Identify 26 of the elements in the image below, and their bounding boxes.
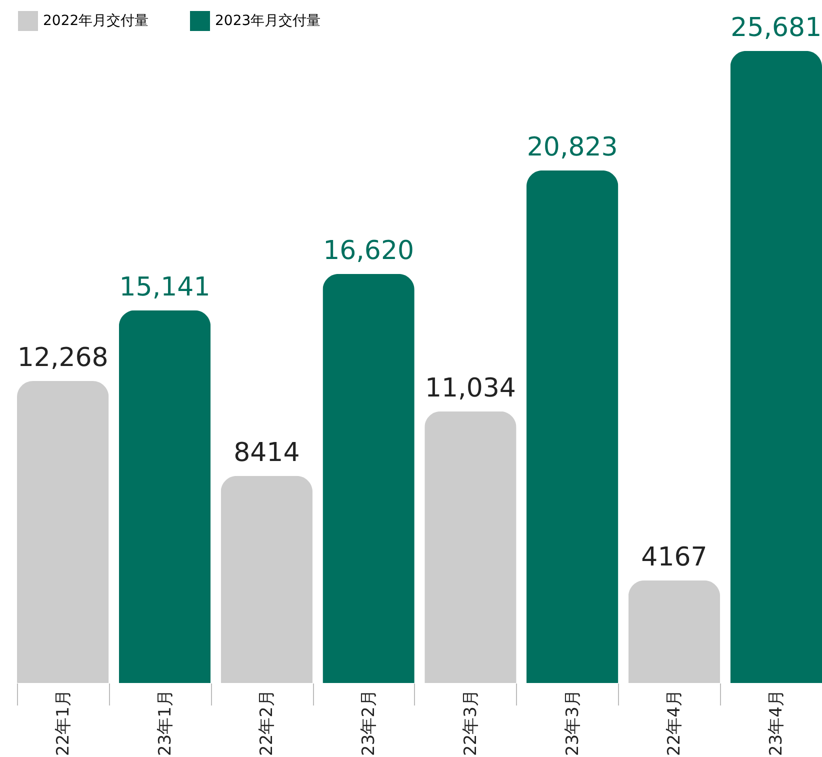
x-tick-label: 23年1月 [155, 690, 176, 756]
bar [628, 580, 720, 683]
bar [220, 476, 313, 683]
legend-label: 2023年月交付量 [215, 13, 321, 29]
bar [526, 170, 618, 683]
data-label: 8414 [234, 438, 300, 468]
x-tick-label: 22年4月 [664, 690, 685, 756]
x-tick-label: 22年3月 [460, 690, 481, 756]
data-label: 20,823 [526, 132, 618, 162]
bar [322, 274, 414, 683]
x-tick-label: 23年3月 [562, 690, 583, 756]
bar [17, 381, 109, 683]
data-label: 12,268 [17, 343, 108, 374]
data-label: 15,141 [119, 272, 210, 302]
data-label: 16,620 [323, 236, 414, 266]
bar [118, 310, 211, 683]
x-tick-label: 23年4月 [766, 690, 787, 756]
data-label: 11,034 [424, 373, 516, 404]
legend-label: 2022年月交付量 [43, 13, 149, 29]
x-tick-label: 23年2月 [359, 690, 380, 756]
x-tick-label: 22年1月 [53, 690, 74, 756]
bar [424, 411, 516, 683]
bar [730, 50, 822, 683]
data-label: 4167 [641, 542, 708, 572]
data-label: 25,681 [730, 12, 822, 43]
x-tick-label: 22年2月 [257, 690, 278, 756]
